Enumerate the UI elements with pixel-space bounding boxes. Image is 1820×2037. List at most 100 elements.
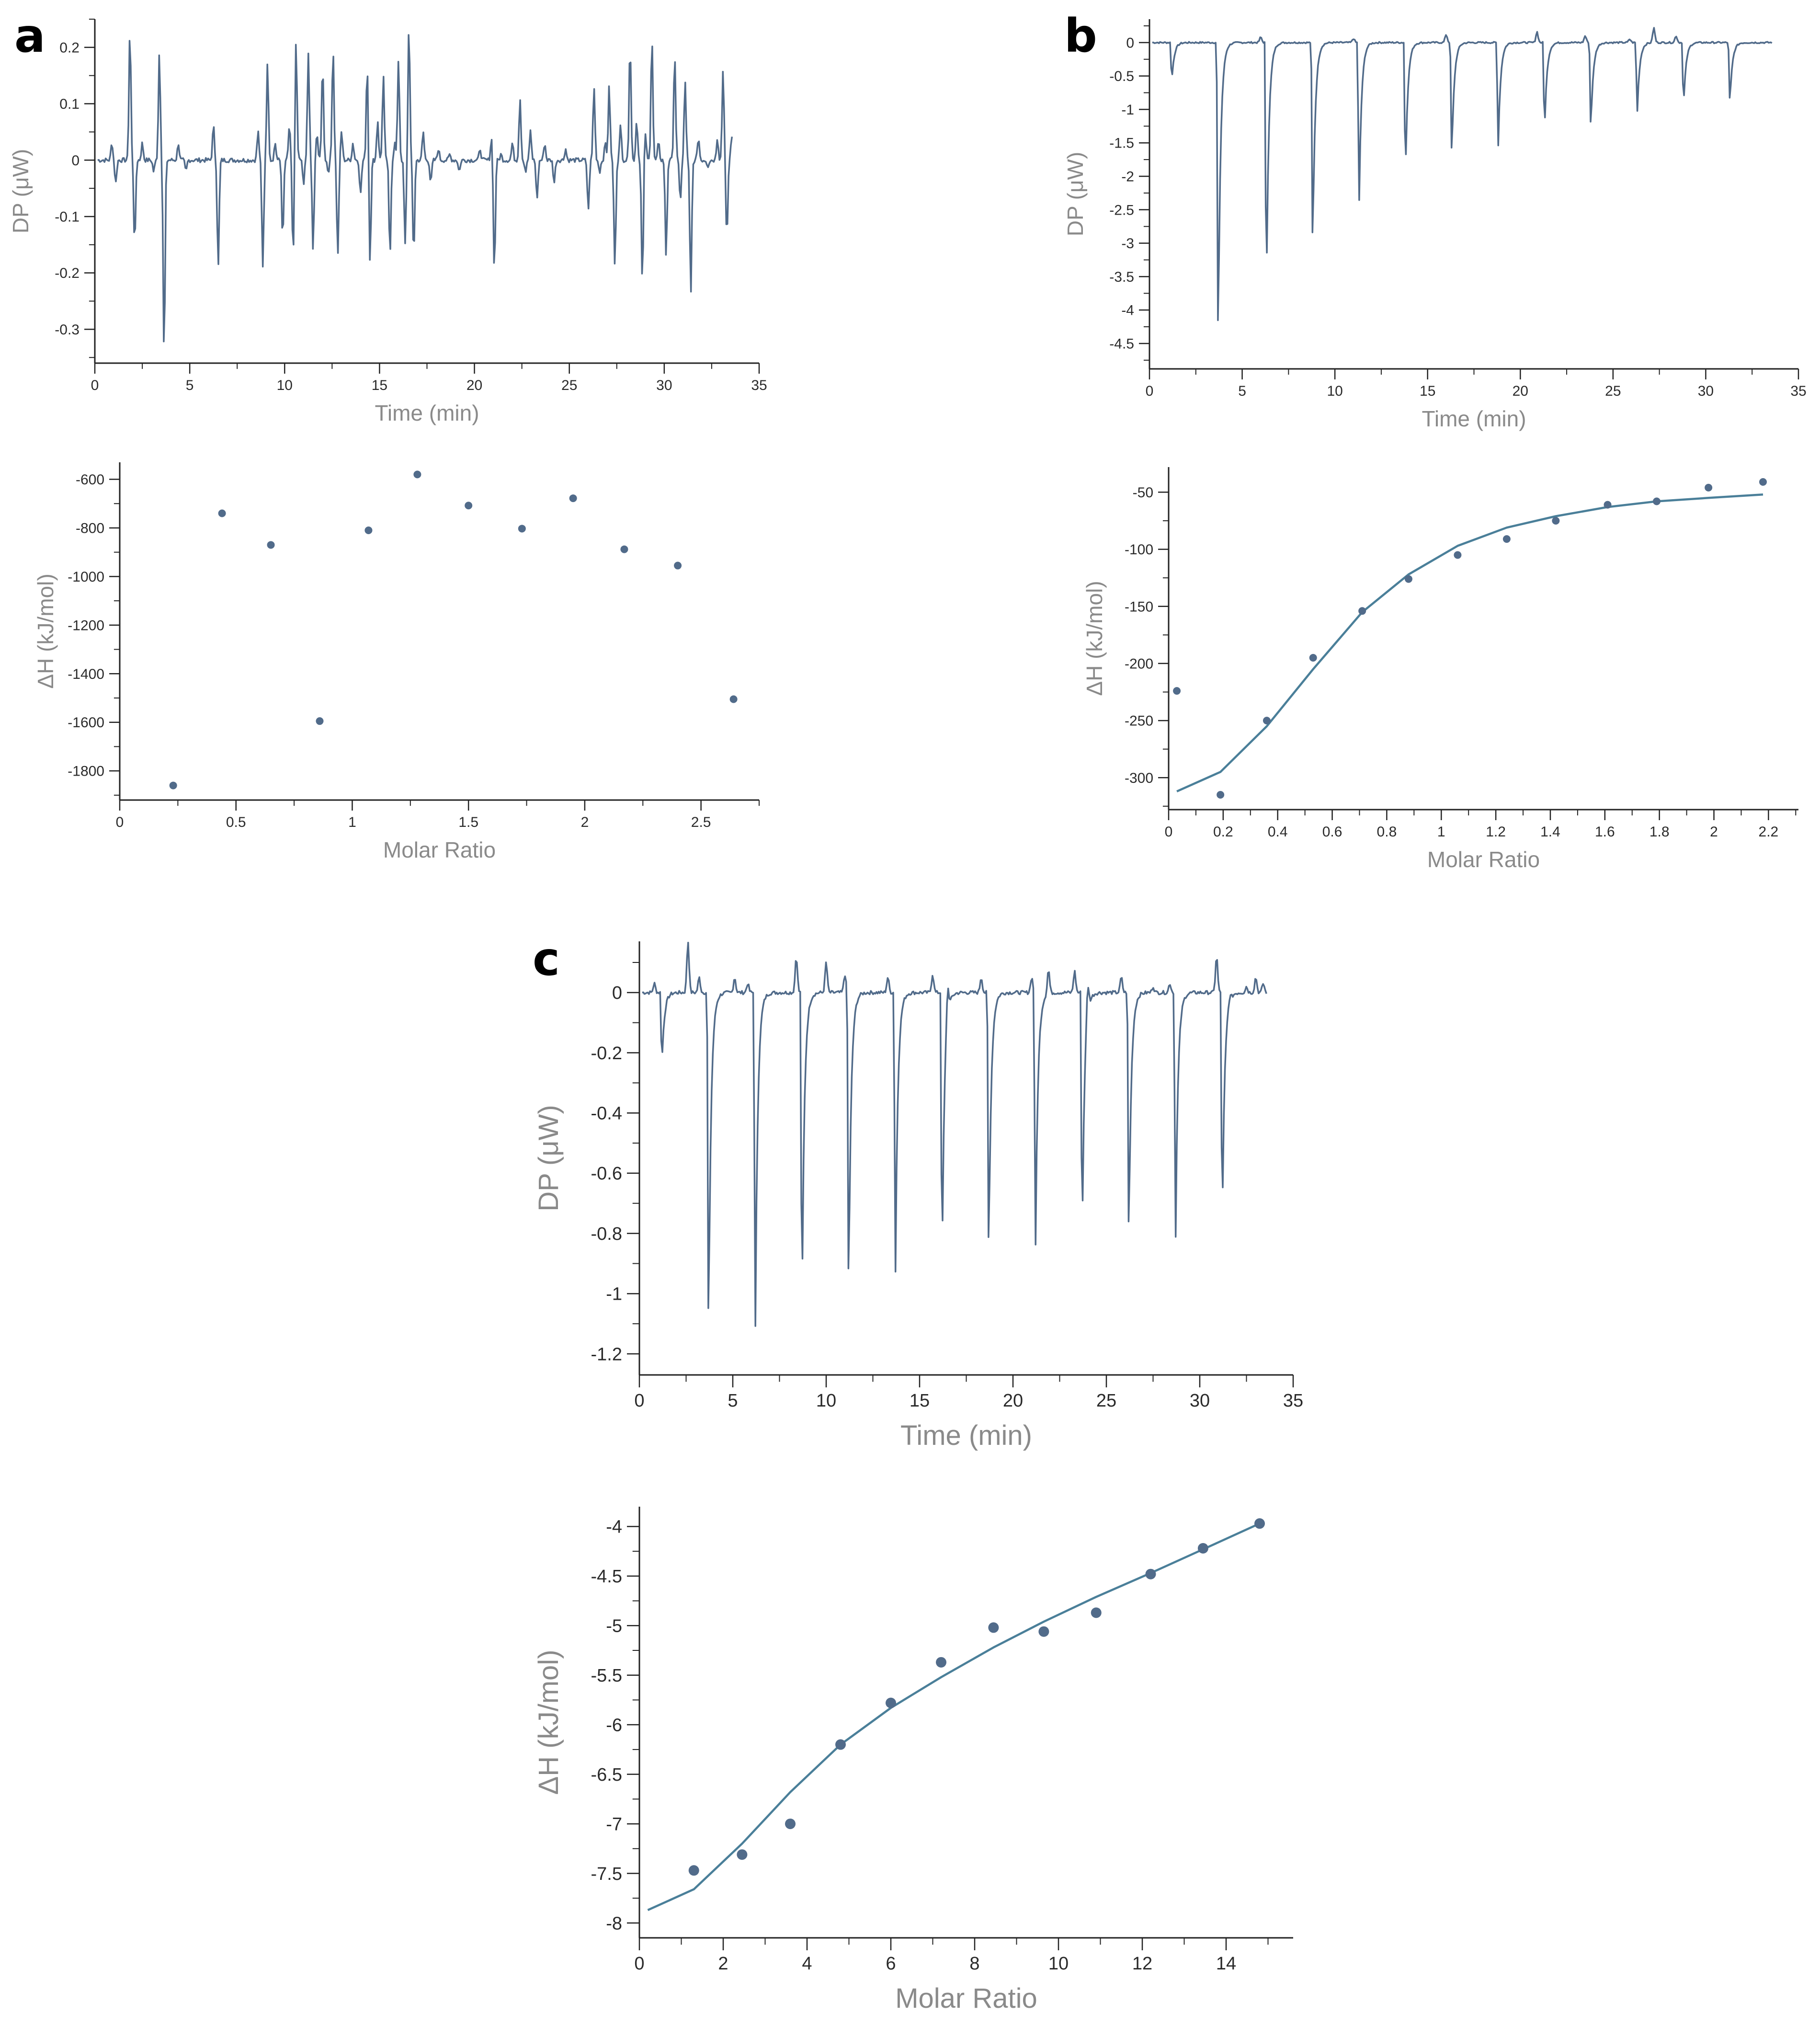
- y-tick-label: -0.2: [55, 265, 80, 281]
- data-point: [267, 541, 275, 549]
- x-tick-label: 4: [802, 1954, 812, 1974]
- data-point: [1454, 551, 1462, 559]
- x-tick-label: 15: [1420, 383, 1435, 399]
- data-point: [688, 1865, 699, 1876]
- x-axis-title: Time (min): [900, 1420, 1032, 1451]
- x-tick-label: 0: [1165, 824, 1173, 840]
- x-tick-label: 14: [1216, 1954, 1236, 1974]
- y-tick-label: -3.5: [1109, 269, 1134, 285]
- x-tick-label: 10: [816, 1391, 836, 1411]
- y-tick-label: -1.5: [1109, 136, 1134, 151]
- panel-label-c: c: [533, 932, 560, 986]
- x-tick-label: 0.8: [1377, 824, 1397, 840]
- x-tick-label: 1: [348, 814, 356, 830]
- y-tick-label: -0.6: [591, 1164, 622, 1184]
- data-point: [1038, 1626, 1049, 1637]
- y-axis-title: ΔH (kJ/mol): [533, 1650, 564, 1795]
- y-tick-label: -1200: [68, 618, 104, 633]
- data-point: [886, 1697, 896, 1708]
- x-tick-label: 2.5: [691, 814, 711, 830]
- x-tick-label: 1.5: [458, 814, 478, 830]
- x-tick-label: 1.4: [1540, 824, 1560, 840]
- y-tick-label: -2: [1121, 169, 1134, 185]
- x-tick-label: 0.5: [226, 814, 246, 830]
- x-tick-label: 0: [1146, 383, 1154, 399]
- y-axis-title: DP (μW): [1063, 152, 1088, 236]
- data-point: [569, 494, 577, 503]
- y-tick-label: -4.5: [1109, 336, 1134, 352]
- data-point: [413, 470, 421, 479]
- data-point: [785, 1819, 796, 1830]
- y-tick-label: -1000: [68, 569, 104, 585]
- x-tick-label: 25: [561, 378, 577, 393]
- x-tick-label: 0: [91, 378, 99, 393]
- data-point: [1145, 1568, 1156, 1579]
- data-point: [1358, 607, 1366, 615]
- x-tick-label: 20: [466, 378, 482, 393]
- y-axis-title: DP (μW): [533, 1105, 564, 1211]
- x-tick-label: 1: [1437, 824, 1445, 840]
- x-tick-label: 8: [969, 1954, 979, 1974]
- data-point: [1254, 1518, 1265, 1529]
- x-tick-label: 1.2: [1486, 824, 1506, 840]
- data-point: [1552, 517, 1560, 525]
- y-tick-label: 0.1: [59, 96, 80, 112]
- y-tick-label: -600: [76, 472, 104, 488]
- y-tick-label: -1: [1121, 102, 1134, 118]
- data-point: [737, 1849, 748, 1860]
- data-point: [518, 525, 526, 533]
- data-point: [1404, 575, 1412, 583]
- panel-label-a: a: [14, 9, 46, 63]
- y-tick-label: -1600: [68, 715, 104, 731]
- x-tick-label: 0: [634, 1391, 644, 1411]
- x-tick-label: 0.6: [1322, 824, 1342, 840]
- y-tick-label: -0.8: [591, 1224, 622, 1244]
- y-axis-title: ΔH (kJ/mol): [1082, 581, 1107, 696]
- y-tick-label: -1800: [68, 764, 104, 779]
- x-tick-label: 0: [116, 814, 124, 830]
- chart-a-enthalpy: 0 0.5 1 1.5 2 2.5 -600 -800 -1000 -1200 -1400 -1600…: [33, 462, 760, 862]
- data-point: [1263, 717, 1271, 725]
- data-point: [835, 1739, 846, 1750]
- x-tick-label: 10: [1048, 1954, 1069, 1974]
- y-tick-label: -0.1: [55, 209, 80, 225]
- x-tick-label: 5: [186, 378, 194, 393]
- y-tick-label: 0: [71, 153, 80, 169]
- y-tick-label: -0.2: [591, 1043, 622, 1064]
- x-axis-title: Time (min): [375, 401, 479, 425]
- y-tick-label: -0.4: [591, 1104, 622, 1124]
- x-tick-label: 20: [1003, 1391, 1023, 1411]
- y-tick-label: -6: [606, 1715, 622, 1735]
- data-point: [1091, 1607, 1102, 1618]
- chart-a-dp-trace: 0 5 10 15 20 25 30 35 0.2 0.1 0 -0.1 -0.2 -0.3 Time (m…: [8, 19, 767, 425]
- x-tick-label: 1.8: [1649, 824, 1670, 840]
- y-tick-label: -4: [606, 1517, 622, 1537]
- dp-trace-line: [97, 34, 733, 343]
- y-tick-label: -4: [1121, 303, 1134, 319]
- x-tick-label: 10: [277, 378, 293, 393]
- x-tick-label: 35: [1283, 1391, 1303, 1411]
- data-point: [1705, 483, 1713, 492]
- y-tick-label: 0.2: [59, 40, 80, 56]
- x-tick-label: 35: [751, 378, 767, 393]
- x-tick-label: 12: [1132, 1954, 1152, 1974]
- x-tick-label: 5: [728, 1391, 738, 1411]
- x-tick-label: 30: [1190, 1391, 1210, 1411]
- x-axis-title: Time (min): [1422, 406, 1526, 431]
- x-axis-title: Molar Ratio: [383, 837, 496, 862]
- x-tick-label: 15: [910, 1391, 930, 1411]
- data-point: [1197, 1543, 1208, 1554]
- y-tick-label: -0.5: [1109, 69, 1134, 84]
- data-point: [620, 545, 628, 553]
- x-tick-label: 2: [581, 814, 589, 830]
- data-point: [1502, 535, 1511, 543]
- x-tick-label: 2: [718, 1954, 728, 1974]
- y-tick-label: -7.5: [591, 1864, 622, 1884]
- x-axis-title: Molar Ratio: [1427, 847, 1540, 872]
- x-tick-label: 0.4: [1268, 824, 1288, 840]
- x-tick-label: 35: [1790, 383, 1806, 399]
- data-point: [1309, 654, 1317, 662]
- data-point: [316, 717, 324, 725]
- data-point: [1217, 791, 1225, 799]
